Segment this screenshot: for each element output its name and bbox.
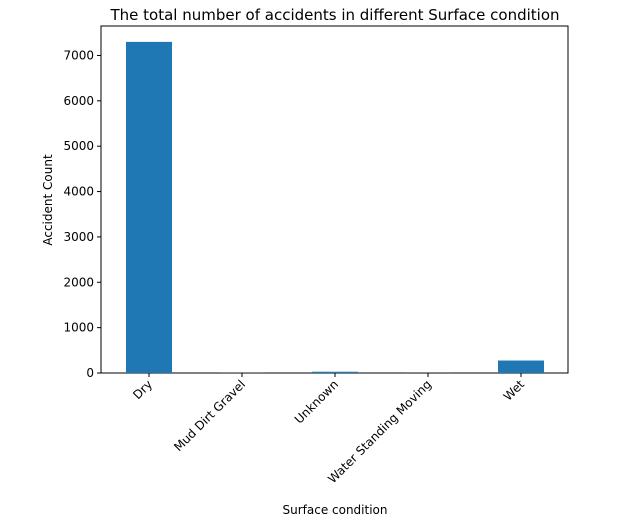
y-tick-label: 1000 [63, 321, 94, 335]
x-tick-label: Wet [501, 377, 528, 404]
bar-unknown [312, 371, 358, 373]
x-tick-label: Dry [130, 377, 155, 402]
y-tick-label: 7000 [63, 48, 94, 62]
x-axis-label: Surface condition [282, 503, 387, 517]
bar-wet [498, 360, 544, 373]
bar-dry [126, 41, 172, 373]
x-tick-label: Unknown [292, 377, 341, 426]
y-axis-ticks: 0 1000 2000 3000 4000 5000 6000 7000 [63, 48, 101, 380]
y-tick-label: 3000 [63, 230, 94, 244]
chart-title: The total number of accidents in differe… [109, 6, 559, 24]
y-tick-label: 0 [86, 366, 94, 380]
y-axis-label: Accident Count [41, 154, 55, 246]
y-tick-label: 4000 [63, 185, 94, 199]
y-tick-label: 6000 [63, 94, 94, 108]
y-tick-label: 5000 [63, 139, 94, 153]
bars-group [126, 41, 544, 373]
x-tick-label: Mud Dirt Gravel [171, 377, 248, 454]
x-tick-label: Water Standing Moving [325, 377, 434, 486]
y-tick-label: 2000 [63, 275, 94, 289]
